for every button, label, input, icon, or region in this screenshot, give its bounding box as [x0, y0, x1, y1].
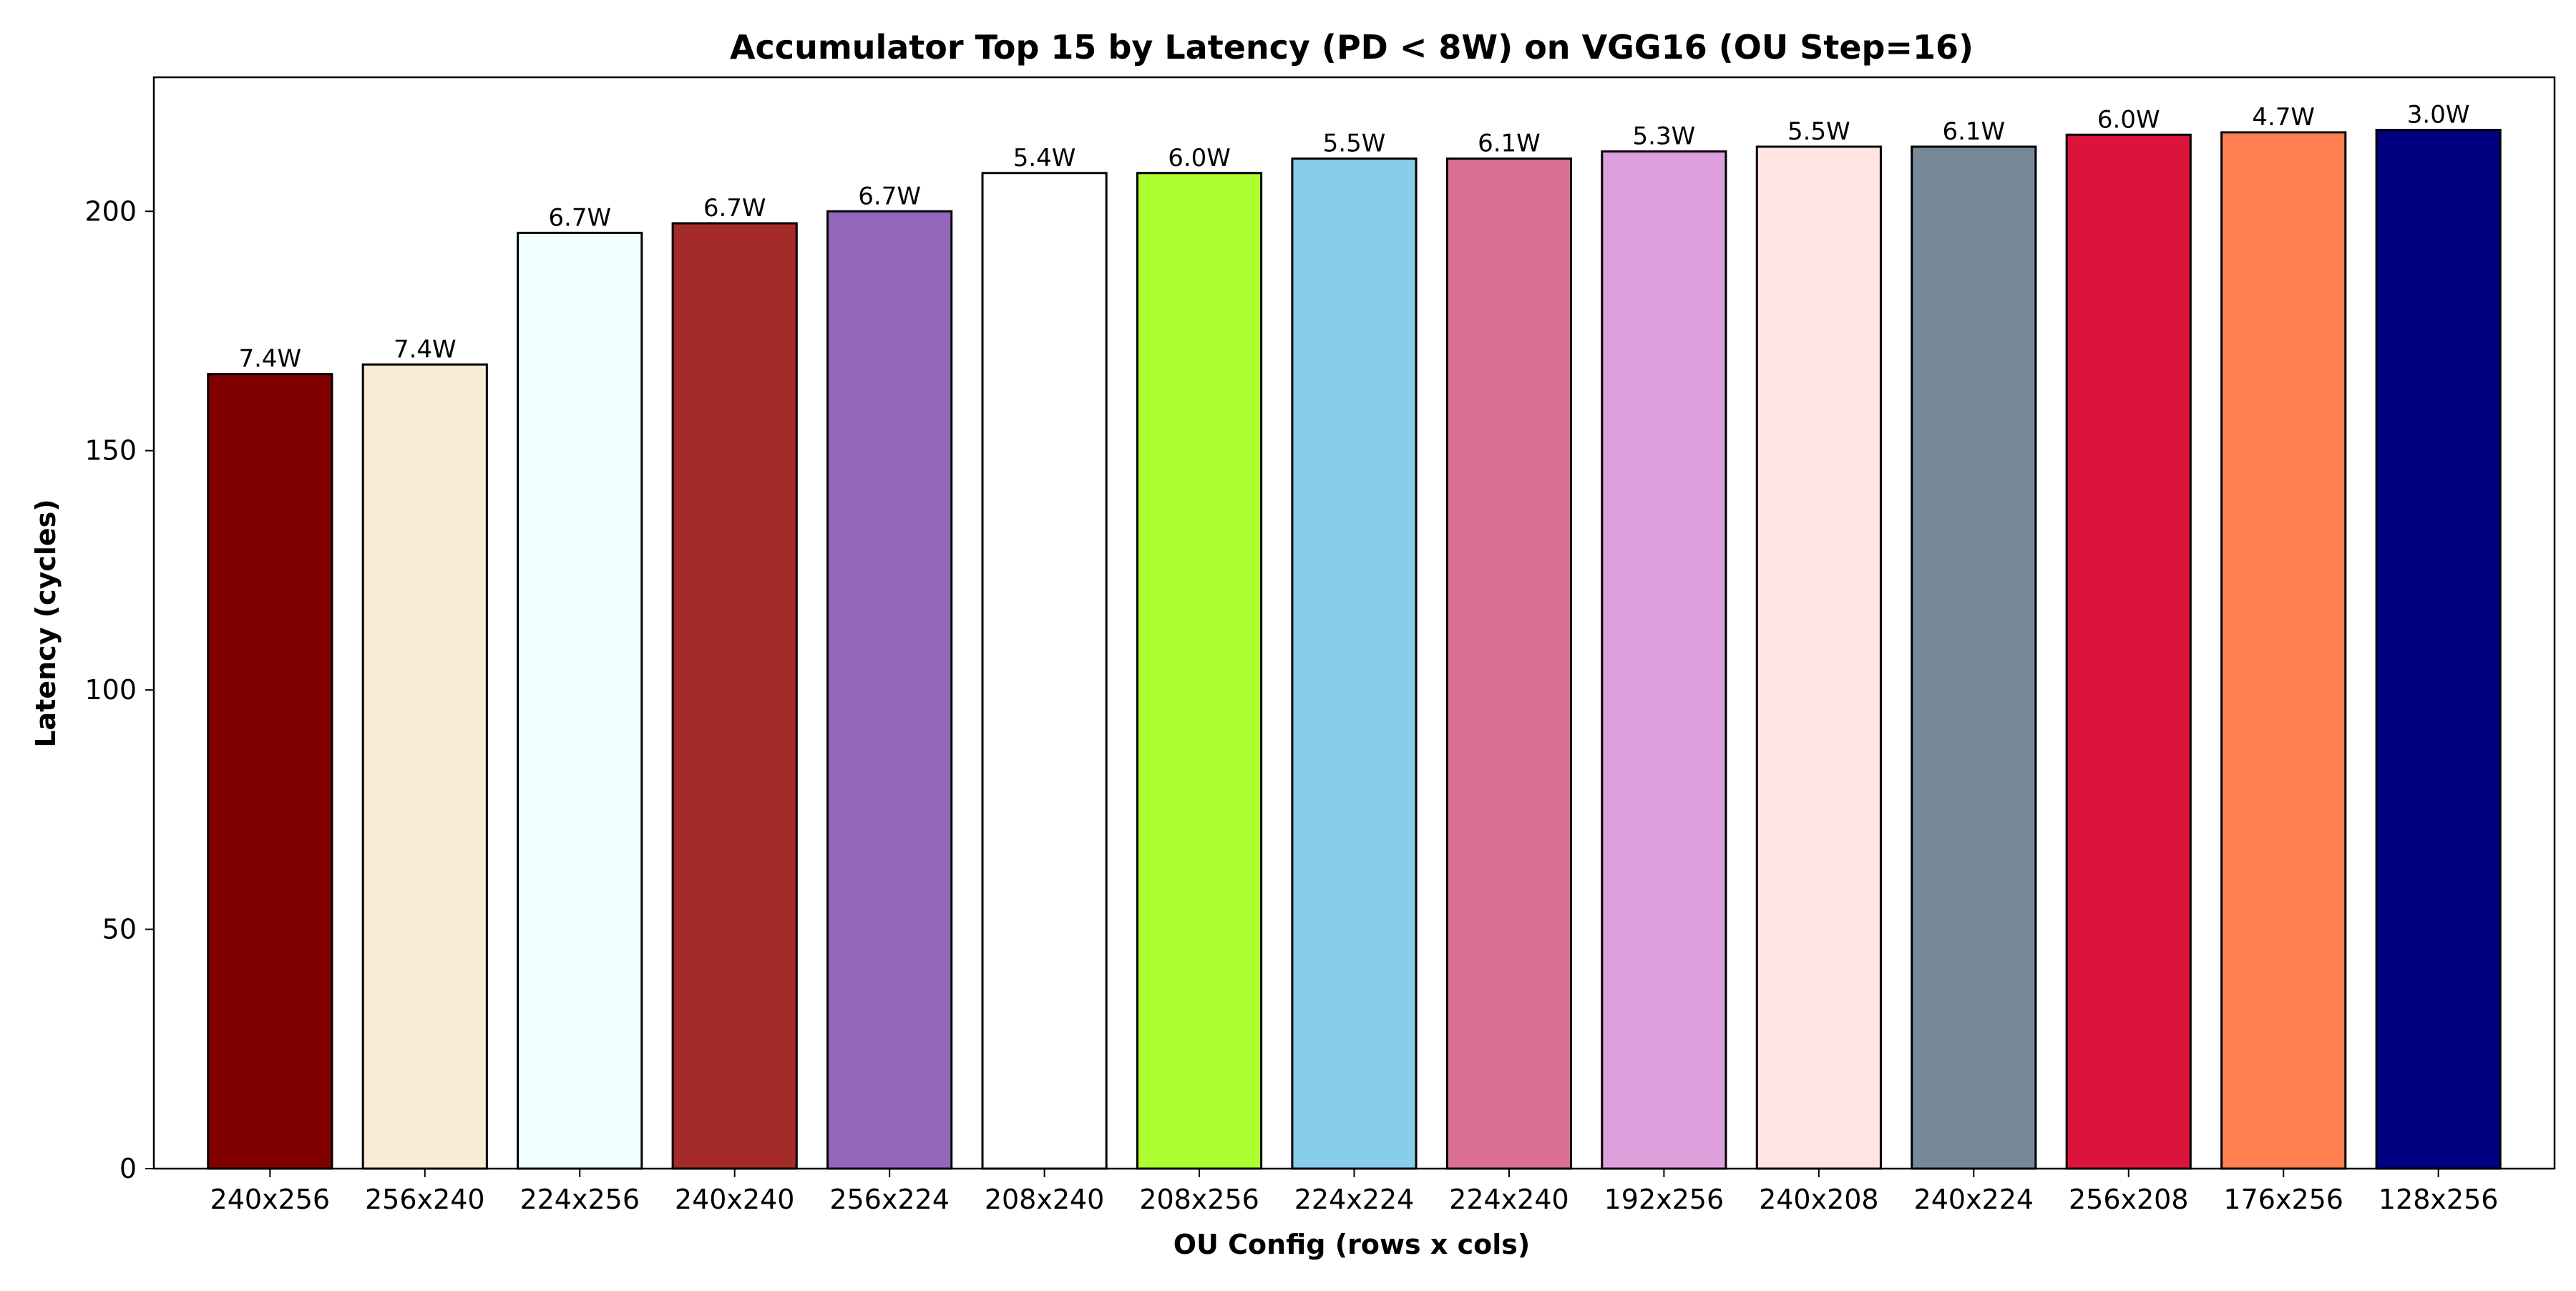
bar-224x224: [1291, 157, 1418, 1170]
plot-area: 7.4W 240x256 7.4W 256x240 6.7W 224x256 6.7W 240…: [84, 76, 2556, 1215]
x-tick-label-128x256: 128x256: [2379, 1184, 2499, 1215]
data-label-240x208: 5.5W: [1787, 117, 1850, 146]
bar-256x224: [826, 210, 953, 1170]
x-tick-label-240x224: 240x224: [1914, 1184, 2034, 1215]
y-axis-label: Latency (cycles): [30, 499, 62, 747]
data-label-128x256: 3.0W: [2407, 101, 2470, 130]
data-label-240x256: 7.4W: [238, 345, 301, 374]
x-tick-label-176x256: 176x256: [2223, 1184, 2343, 1215]
bar-128x256: [2375, 129, 2502, 1170]
data-label-256x224: 6.7W: [858, 182, 921, 210]
bar-208x256: [1136, 172, 1263, 1170]
data-label-224x224: 5.5W: [1323, 130, 1386, 158]
chart-title: Accumulator Top 15 by Latency (PD < 8W) …: [730, 28, 1974, 67]
x-tick-label-192x256: 192x256: [1604, 1184, 1724, 1215]
bar-256x208: [2065, 133, 2192, 1170]
y-tick-label-50: 50: [102, 914, 137, 945]
data-label-176x256: 4.7W: [2252, 103, 2315, 132]
data-label-256x240: 7.4W: [394, 335, 457, 364]
bar-240x224: [1911, 145, 2037, 1170]
x-tick-label-224x224: 224x224: [1294, 1184, 1415, 1215]
x-tick-label-224x240: 224x240: [1449, 1184, 1569, 1215]
data-label-240x240: 6.7W: [703, 194, 766, 223]
bar-240x256: [207, 373, 333, 1170]
bar-224x256: [517, 231, 643, 1170]
bar-256x240: [361, 363, 488, 1170]
data-label-240x224: 6.1W: [1942, 117, 2005, 146]
y-tick-label-150: 150: [84, 435, 137, 467]
plot-frame: [152, 76, 2556, 1170]
bar-176x256: [2220, 131, 2347, 1170]
bar-224x240: [1445, 157, 1573, 1170]
x-tick-label-208x256: 208x256: [1139, 1184, 1259, 1215]
bar-192x256: [1601, 150, 1727, 1170]
x-tick-label-256x224: 256x224: [829, 1184, 950, 1215]
x-axis-label: OU Config (rows x cols): [1174, 1229, 1531, 1260]
x-tick-label-256x240: 256x240: [365, 1184, 485, 1215]
bar-208x240: [981, 172, 1108, 1170]
x-tick-label-240x240: 240x240: [675, 1184, 795, 1215]
data-label-208x256: 6.0W: [1168, 144, 1231, 172]
x-tick-label-240x256: 240x256: [210, 1184, 331, 1215]
x-tick-label-240x208: 240x208: [1759, 1184, 1879, 1215]
y-tick-label-0: 0: [119, 1153, 137, 1184]
bar-240x208: [1755, 145, 1882, 1170]
data-label-208x240: 5.4W: [1013, 144, 1076, 172]
data-label-192x256: 5.3W: [1633, 122, 1696, 151]
data-label-224x256: 6.7W: [548, 203, 611, 232]
y-tick-label-200: 200: [84, 195, 137, 227]
y-tick-label-100: 100: [84, 674, 137, 706]
data-label-224x240: 6.1W: [1478, 130, 1541, 158]
x-tick-label-208x240: 208x240: [985, 1184, 1105, 1215]
data-label-256x208: 6.0W: [2097, 105, 2160, 134]
bar-240x240: [671, 222, 798, 1170]
x-tick-label-224x256: 224x256: [519, 1184, 640, 1215]
x-tick-label-256x208: 256x208: [2069, 1184, 2189, 1215]
